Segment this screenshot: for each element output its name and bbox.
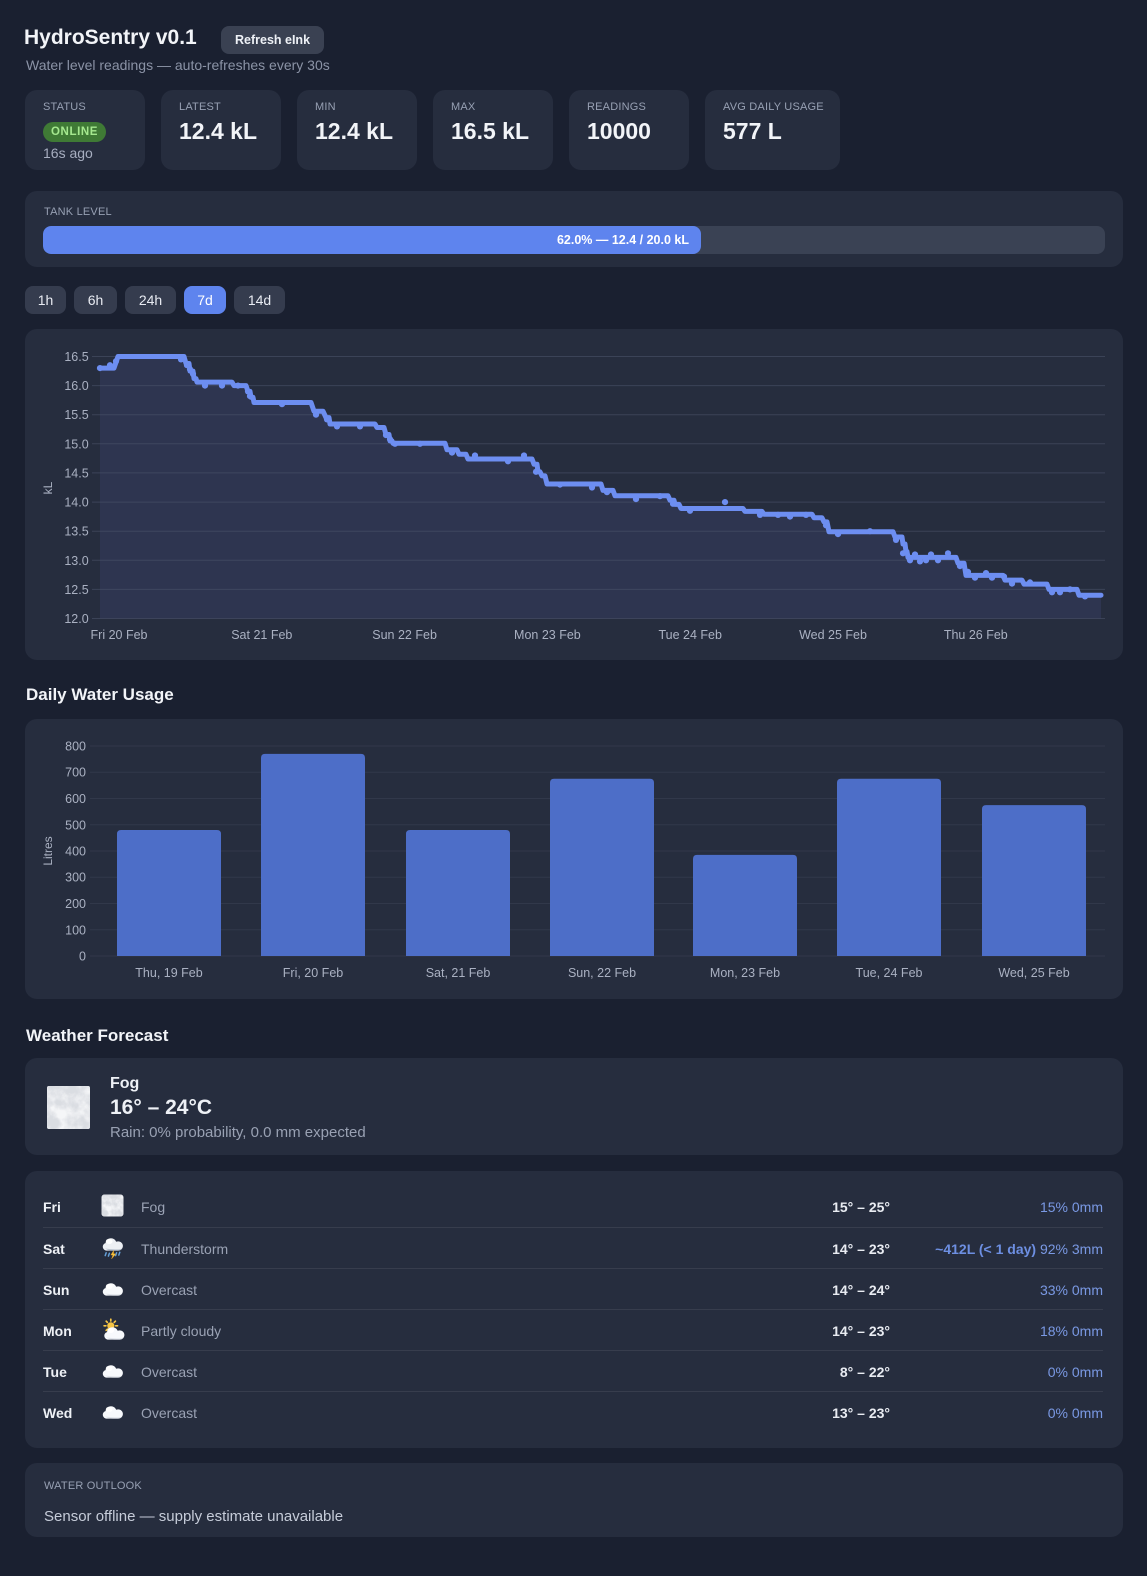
svg-text:Fri, 20 Feb: Fri, 20 Feb (283, 966, 343, 980)
svg-text:15.5: 15.5 (64, 408, 88, 422)
svg-text:Fri 20 Feb: Fri 20 Feb (91, 628, 148, 642)
svg-text:14.0: 14.0 (64, 496, 88, 510)
svg-text:Sun, 22 Feb: Sun, 22 Feb (568, 966, 636, 980)
svg-text:Sat 21 Feb: Sat 21 Feb (231, 628, 292, 642)
svg-text:13.0: 13.0 (64, 554, 88, 568)
svg-text:16.5: 16.5 (64, 350, 88, 364)
svg-text:300: 300 (65, 871, 86, 885)
svg-text:100: 100 (65, 923, 86, 937)
svg-text:800: 800 (65, 740, 86, 754)
svg-text:Wed 25 Feb: Wed 25 Feb (799, 628, 867, 642)
svg-text:Sat, 21 Feb: Sat, 21 Feb (426, 966, 491, 980)
svg-text:12.0: 12.0 (64, 612, 88, 626)
svg-text:Tue, 24 Feb: Tue, 24 Feb (856, 966, 923, 980)
svg-text:Thu, 19 Feb: Thu, 19 Feb (135, 966, 202, 980)
svg-text:16.0: 16.0 (64, 379, 88, 393)
svg-text:500: 500 (65, 818, 86, 832)
svg-text:200: 200 (65, 897, 86, 911)
svg-text:0: 0 (79, 950, 86, 964)
svg-text:Mon, 23 Feb: Mon, 23 Feb (710, 966, 780, 980)
svg-text:400: 400 (65, 845, 86, 859)
svg-text:Litres: Litres (41, 836, 55, 865)
svg-text:13.5: 13.5 (64, 525, 88, 539)
svg-text:Thu 26 Feb: Thu 26 Feb (944, 628, 1008, 642)
svg-text:Tue 24 Feb: Tue 24 Feb (658, 628, 722, 642)
svg-text:15.0: 15.0 (64, 437, 88, 451)
svg-text:700: 700 (65, 766, 86, 780)
svg-text:14.5: 14.5 (64, 466, 88, 480)
svg-text:12.5: 12.5 (64, 583, 88, 597)
svg-text:Mon 23 Feb: Mon 23 Feb (514, 628, 581, 642)
svg-text:Sun 22 Feb: Sun 22 Feb (372, 628, 437, 642)
svg-text:Wed, 25 Feb: Wed, 25 Feb (998, 966, 1069, 980)
svg-text:600: 600 (65, 792, 86, 806)
svg-text:kL: kL (41, 481, 55, 494)
